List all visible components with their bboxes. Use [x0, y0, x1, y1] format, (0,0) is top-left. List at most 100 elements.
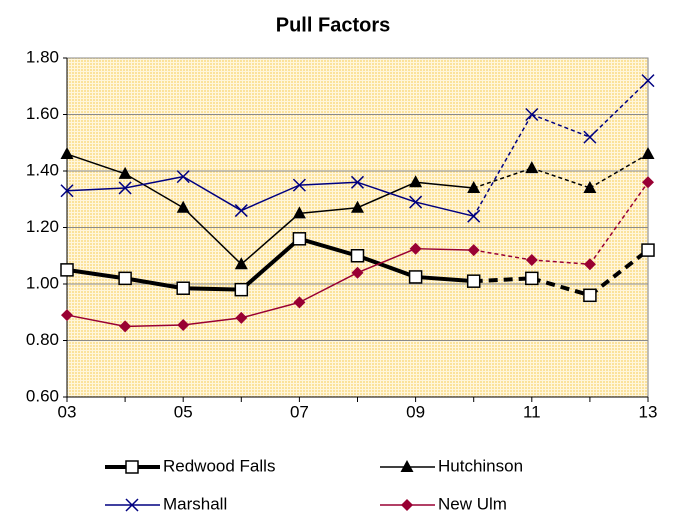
x-tick-label: 13: [639, 402, 658, 421]
line-segment: [589, 181, 649, 265]
y-tick-label: 0.60: [26, 386, 59, 405]
data-point: [467, 244, 480, 257]
y-tick-label: 1.40: [26, 160, 59, 179]
line-segment: [182, 207, 242, 265]
line-segment: [473, 276, 532, 284]
data-point: [583, 258, 596, 271]
data-point: [467, 209, 481, 223]
data-point: [119, 320, 132, 333]
data-point: [583, 288, 597, 303]
data-point: [234, 204, 248, 218]
data-point: [409, 175, 423, 188]
legend-marker: [125, 498, 139, 512]
legend-label: Marshall: [163, 494, 227, 513]
data-point: [525, 253, 538, 266]
line-segment: [531, 167, 591, 189]
data-point: [118, 166, 132, 179]
chart-title: Pull Factors: [276, 14, 390, 36]
legend-label: Hutchinson: [438, 456, 523, 475]
line-segment: [240, 212, 300, 265]
data-point: [118, 271, 132, 286]
y-tick-label: 1.20: [26, 217, 59, 236]
data-point: [60, 184, 74, 198]
y-tick-label: 1.60: [26, 104, 59, 123]
line-segment: [183, 317, 242, 326]
data-point: [351, 266, 364, 279]
line-segment: [531, 276, 591, 298]
data-point: [525, 271, 539, 286]
data-point: [60, 263, 74, 277]
data-point: [350, 249, 365, 263]
data-point: [641, 147, 655, 160]
line-segment: [124, 276, 184, 291]
line-segment: [299, 272, 358, 304]
data-point: [60, 147, 74, 160]
data-point: [466, 274, 481, 288]
x-tick-label: 03: [58, 402, 77, 421]
line-segment: [66, 187, 126, 192]
data-point: [292, 232, 307, 246]
data-point: [118, 181, 132, 195]
line-segment: [589, 153, 649, 189]
data-point: [350, 175, 365, 189]
y-tick-label: 1.80: [26, 47, 59, 66]
data-point: [293, 296, 306, 309]
x-tick-label: 11: [523, 402, 541, 421]
line-segment: [356, 253, 417, 279]
line-segment: [588, 248, 650, 297]
data-point: [177, 318, 190, 331]
line-segment: [357, 181, 416, 209]
y-tick-label: 1.00: [26, 273, 59, 292]
line-segment: [415, 247, 474, 251]
line-segment: [357, 181, 416, 203]
legend-marker: [401, 499, 413, 511]
legend-label: New Ulm: [438, 494, 507, 513]
x-tick-label: 05: [174, 402, 193, 421]
line-segment: [240, 184, 300, 212]
data-point: [234, 282, 249, 297]
line-segment: [183, 286, 242, 292]
line-segment: [124, 175, 184, 189]
data-point: [641, 74, 655, 88]
data-point: [61, 309, 73, 322]
line-segment: [531, 113, 591, 138]
line-segment: [415, 274, 474, 284]
data-point: [641, 243, 655, 257]
legend-marker: [400, 460, 414, 472]
x-tick-label: 09: [406, 402, 425, 421]
line-segment: [299, 181, 358, 186]
line-segment: [182, 176, 242, 212]
data-point: [583, 180, 597, 193]
line-segment: [239, 237, 301, 292]
data-point: [176, 281, 190, 295]
data-point: [176, 200, 190, 213]
line-segment: [299, 206, 358, 215]
legend-marker: [125, 460, 139, 474]
y-tick-label: 0.80: [26, 330, 59, 349]
line-segment: [473, 249, 532, 261]
data-point: [409, 242, 422, 255]
data-point: [292, 206, 306, 219]
data-point: [642, 176, 654, 189]
data-point: [583, 130, 597, 144]
line-segment: [415, 181, 474, 189]
line-segment: [66, 267, 126, 281]
line-segment: [415, 201, 474, 217]
line-segment: [473, 167, 533, 189]
line-segment: [531, 259, 590, 265]
line-segment: [124, 173, 184, 209]
line-segment: [473, 114, 533, 217]
data-point: [409, 195, 423, 209]
data-point: [234, 257, 248, 270]
data-point: [525, 161, 539, 174]
data-point: [408, 270, 423, 284]
legend-label: Redwood Falls: [163, 456, 275, 475]
data-point: [235, 311, 248, 324]
data-point: [351, 200, 364, 213]
line-segment: [125, 324, 184, 328]
data-point: [176, 170, 190, 184]
line-segment: [298, 236, 359, 258]
data-point: [292, 178, 306, 192]
data-point: [525, 107, 539, 122]
